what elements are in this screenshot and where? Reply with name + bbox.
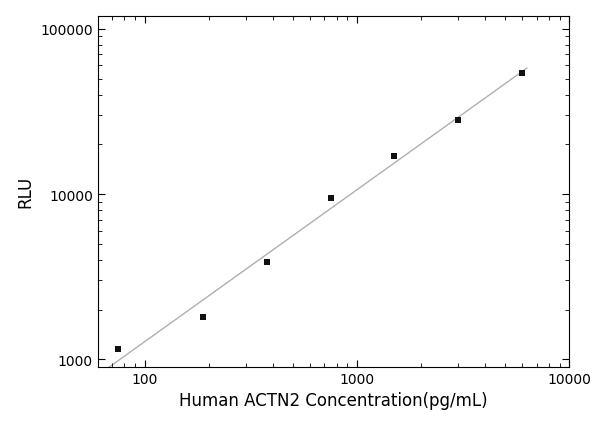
Point	[454, 118, 463, 124]
X-axis label: Human ACTN2 Concentration(pg/mL): Human ACTN2 Concentration(pg/mL)	[179, 391, 488, 409]
Point	[326, 195, 336, 201]
Point	[198, 314, 207, 321]
Point	[390, 153, 399, 160]
Point	[114, 346, 123, 353]
Y-axis label: RLU: RLU	[16, 176, 35, 208]
Point	[517, 70, 527, 77]
Point	[262, 259, 272, 265]
